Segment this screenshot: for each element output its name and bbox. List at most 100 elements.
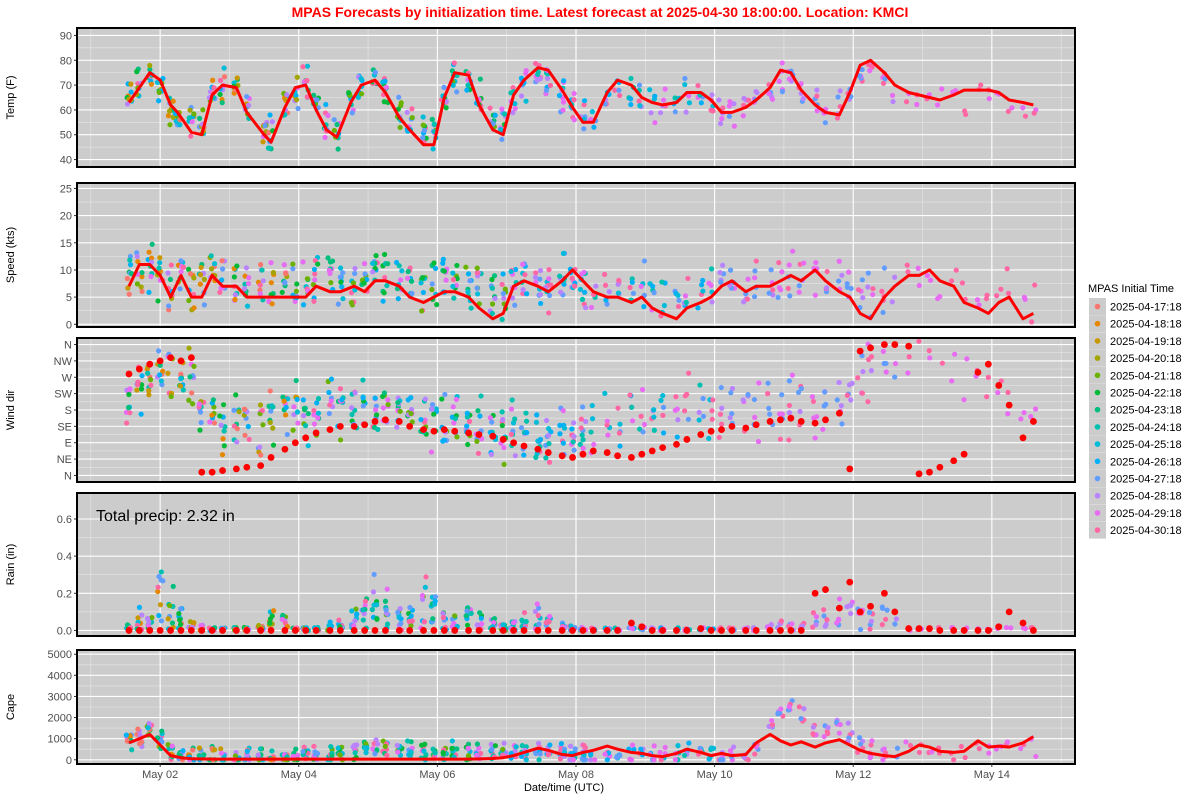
y-axis-label: Rain (in) [5, 544, 17, 586]
ensemble-point [474, 741, 481, 747]
ensemble-point [360, 377, 366, 383]
y-tick-label: N [64, 340, 72, 352]
latest-forecast-point [1030, 418, 1037, 425]
ensemble-point [155, 588, 161, 595]
latest-forecast-point [475, 431, 483, 438]
ensemble-point [903, 99, 910, 105]
ensemble-point [546, 441, 552, 447]
ensemble-point [870, 291, 876, 298]
ensemble-point [569, 426, 575, 432]
ensemble-point [612, 87, 618, 93]
ensemble-point [491, 273, 498, 279]
legend-key-point [1094, 475, 1101, 482]
ensemble-point [589, 402, 595, 409]
ensemble-point [267, 620, 273, 626]
ensemble-point [859, 277, 865, 283]
ensemble-point [383, 84, 389, 90]
legend-entry: 2025-04-25:18 [1089, 435, 1182, 453]
ensemble-point [311, 421, 318, 427]
panel-speed: 0 5 10 15 20 25 Speed (kts) [5, 182, 1076, 331]
ensemble-point [489, 310, 495, 317]
latest-forecast-point [950, 627, 958, 634]
latest-forecast-point [1030, 627, 1037, 634]
ensemble-point [658, 757, 664, 763]
ensemble-point [638, 413, 644, 419]
ensemble-point [397, 408, 403, 415]
latest-forecast-point [697, 431, 705, 438]
ensemble-point [241, 406, 248, 412]
ensemble-point [786, 76, 792, 82]
ensemble-point [534, 412, 540, 418]
ensemble-point [512, 453, 518, 459]
legend-title: MPAS Initial Time [1088, 283, 1174, 295]
ensemble-point [615, 290, 622, 296]
ensemble-point [686, 100, 693, 106]
ensemble-point [334, 121, 340, 128]
ensemble-point [570, 439, 576, 445]
ensemble-point [543, 87, 550, 94]
y-tick-label: 0 [66, 319, 72, 331]
ensemble-point [659, 279, 665, 285]
ensemble-point [430, 746, 436, 752]
ensemble-point [865, 270, 871, 276]
ensemble-point [169, 620, 176, 626]
ensemble-point [177, 617, 183, 623]
ensemble-point [903, 739, 909, 745]
ensemble-point [571, 117, 577, 123]
ensemble-point [420, 114, 426, 120]
ensemble-point [358, 76, 364, 82]
ensemble-point [165, 742, 171, 748]
ensemble-point [474, 291, 481, 297]
ensemble-point [156, 265, 162, 271]
ensemble-point [1029, 319, 1035, 325]
ensemble-point [348, 300, 355, 306]
ensemble-point [867, 68, 873, 74]
ensemble-point [519, 617, 525, 623]
ensemble-point [1020, 105, 1026, 111]
ensemble-point [785, 285, 791, 292]
ensemble-point [869, 738, 875, 744]
y-tick-label: 0.6 [57, 514, 72, 526]
ensemble-point [868, 368, 875, 374]
ensemble-point [767, 411, 773, 417]
ensemble-point [686, 93, 692, 99]
ensemble-point [651, 407, 657, 413]
ensemble-point [267, 419, 273, 426]
ensemble-point [581, 126, 587, 132]
legend-label: 2025-04-27:18 [1110, 474, 1182, 486]
y-tick-label: 0.4 [57, 551, 72, 563]
ensemble-point [374, 602, 380, 608]
latest-forecast [127, 58, 1034, 147]
ensemble-point [627, 284, 633, 291]
ensemble-point [916, 282, 922, 289]
ensemble-point [395, 609, 401, 615]
ensemble-point [787, 293, 793, 299]
ensemble-point [397, 605, 403, 612]
ensemble-point [708, 745, 714, 751]
latest-forecast-point [659, 627, 667, 634]
ensemble-point [406, 618, 412, 625]
ensemble-point [257, 291, 263, 297]
ensemble-point [523, 410, 529, 416]
ensemble-point [727, 415, 733, 421]
ensemble-point [567, 757, 573, 763]
ensemble-point [1005, 108, 1011, 115]
ensemble-point [674, 434, 680, 440]
ensemble-point [139, 373, 145, 379]
ensemble-point [752, 751, 758, 757]
ensemble-point [709, 416, 715, 422]
ensemble-point [848, 602, 854, 608]
ensemble-point [796, 289, 802, 295]
ensemble-point [777, 436, 783, 442]
ensemble-point [533, 419, 540, 425]
ensemble-point [492, 743, 498, 749]
ensemble-point [518, 425, 525, 431]
ensemble-point [337, 437, 344, 443]
ensemble-point [489, 419, 495, 425]
legend-label: 2025-04-25:18 [1110, 439, 1182, 451]
ensemble-point [719, 116, 725, 122]
ensemble-point [652, 93, 658, 99]
y-tick-label: 0.0 [57, 625, 72, 637]
panel-cape: 0 1000 2000 3000 4000 5000 Cape May 02 May 04 May… [5, 649, 1076, 781]
ensemble-point [708, 282, 714, 288]
